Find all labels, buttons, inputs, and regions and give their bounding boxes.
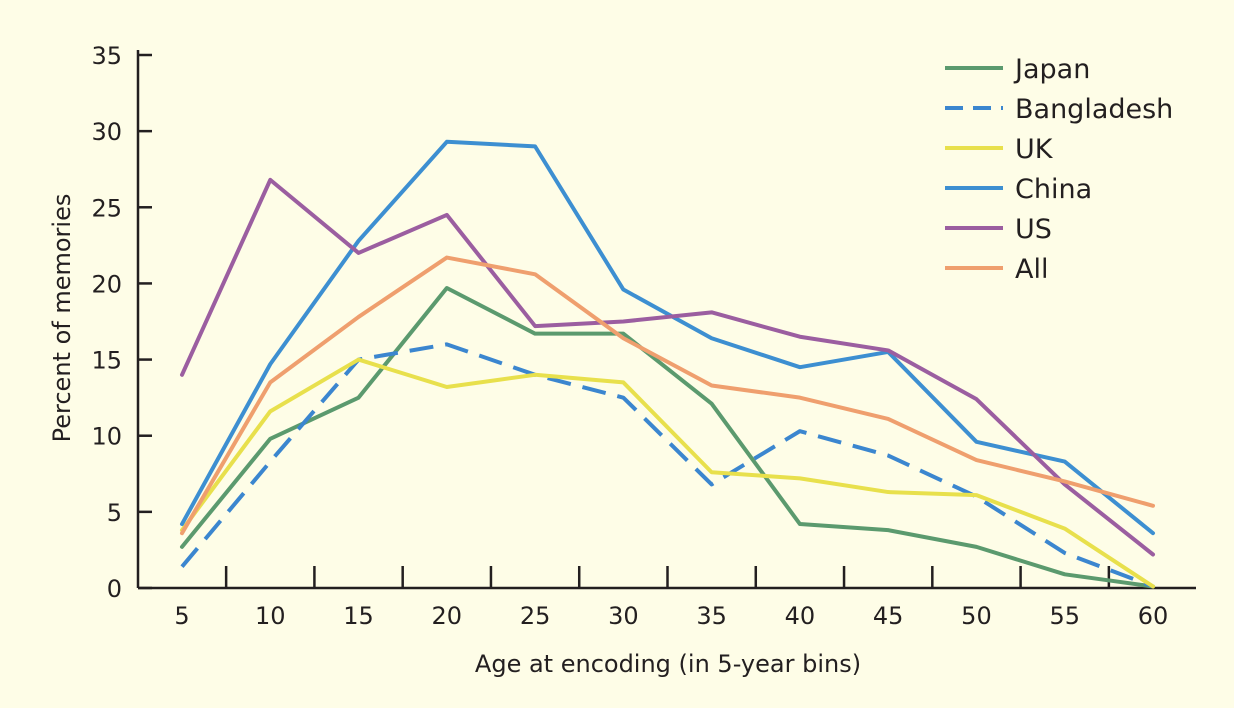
y-axis-label: Percent of memories: [48, 194, 76, 443]
y-tick-labels: 0 5 10 15 20 25 30 35: [91, 42, 122, 603]
x-tick-label: 30: [608, 602, 639, 630]
y-tick-label: 10: [91, 423, 122, 451]
series-line-all: [180, 255, 1155, 536]
series-lines: [180, 139, 1155, 589]
x-tick-label: 60: [1138, 602, 1169, 630]
y-tick-label: 0: [107, 575, 122, 603]
axes: [136, 50, 1196, 590]
legend: Japan Bangladesh UK China US All: [945, 54, 1173, 285]
x-tick-label: 35: [696, 602, 727, 630]
legend-label-japan: Japan: [1013, 54, 1090, 85]
y-tick-label: 15: [91, 347, 122, 375]
legend-label-china: China: [1015, 174, 1092, 205]
legend-label-us: US: [1015, 214, 1052, 245]
x-tick-label: 15: [343, 602, 374, 630]
series-line-us: [180, 177, 1155, 557]
series-line-bangladesh: [180, 342, 1154, 589]
y-tick-label: 30: [91, 118, 122, 146]
x-tick-label: 45: [873, 602, 904, 630]
x-tick-label: 50: [961, 602, 992, 630]
y-tick-label: 5: [107, 499, 122, 527]
legend-label-bangladesh: Bangladesh: [1015, 94, 1173, 125]
series-line-china: [180, 139, 1155, 536]
x-tick-label: 55: [1049, 602, 1080, 630]
y-tick-label: 20: [91, 270, 122, 298]
series-line-uk: [180, 357, 1155, 589]
x-tick-label: 40: [785, 602, 816, 630]
y-tick-label: 35: [91, 42, 122, 70]
x-axis-label: Age at encoding (in 5-year bins): [475, 650, 861, 678]
legend-label-all: All: [1015, 254, 1048, 285]
x-tick-label: 10: [255, 602, 286, 630]
x-tick-label: 5: [174, 602, 189, 630]
y-tick-label: 25: [91, 194, 122, 222]
legend-label-uk: UK: [1015, 134, 1054, 165]
x-tick-labels: 5 10 15 20 25 30 35 40 45 50 55 60: [174, 602, 1168, 630]
x-tick-label: 25: [520, 602, 551, 630]
series-line-japan: [180, 285, 1155, 589]
x-tick-label: 20: [432, 602, 463, 630]
